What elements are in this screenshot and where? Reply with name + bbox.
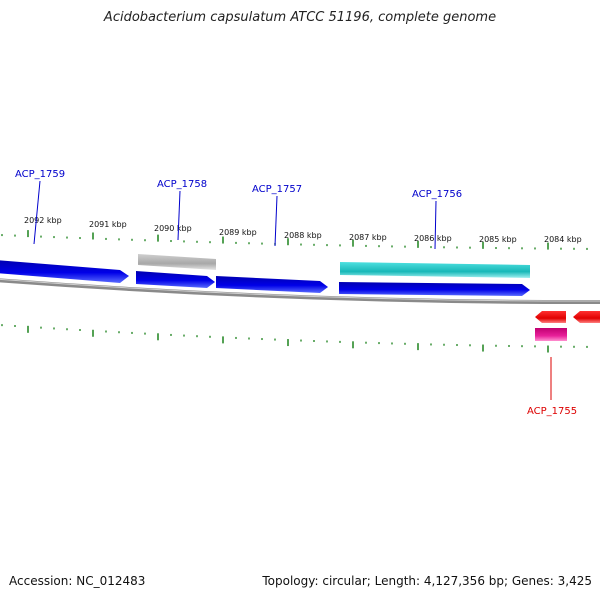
gene-label-acp-1757[interactable]: ACP_1757 — [252, 184, 302, 195]
accession-text: Accession: NC_012483 — [9, 574, 146, 588]
gene-label-acp-1758[interactable]: ACP_1758 — [157, 179, 207, 190]
cds-arrow-acp-1758[interactable] — [136, 271, 215, 288]
scale-label: 2084 kbp — [544, 235, 582, 244]
cds-arrow-acp-1759[interactable] — [0, 260, 129, 283]
leader-line-acp-1758 — [177, 190, 181, 241]
gene-feature-cyan[interactable] — [340, 262, 530, 278]
leader-line-acp-1757 — [274, 195, 278, 247]
leader-line-acp-1756 — [434, 200, 437, 250]
map-title: Acidobacterium capsulatum ATCC 51196, co… — [103, 10, 497, 25]
scale-label: 2087 kbp — [349, 233, 387, 242]
genome-summary-text: Topology: circular; Length: 4,127,356 bp… — [262, 574, 592, 588]
cds-arrow-acp-1756[interactable] — [339, 282, 530, 296]
leader-line-acp-1759 — [33, 180, 41, 245]
scale-label: 2086 kbp — [414, 234, 452, 243]
scale-ticks-bottom — [1, 324, 588, 353]
gene-label-acp-1756[interactable]: ACP_1756 — [412, 189, 462, 200]
scale-label: 2088 kbp — [284, 231, 322, 240]
scale-label: 2092 kbp — [24, 216, 62, 225]
cds-arrow-acp-1755[interactable] — [535, 311, 566, 323]
scale-label: 2090 kbp — [154, 224, 192, 233]
gene-label-acp-1755[interactable]: ACP_1755 — [527, 406, 577, 417]
gene-feature-gray[interactable] — [138, 254, 216, 270]
cds-arrow-reverse-partial[interactable] — [573, 311, 600, 323]
scale-label: 2091 kbp — [89, 220, 127, 229]
gene-label-acp-1759[interactable]: ACP_1759 — [15, 169, 65, 180]
scale-label: 2089 kbp — [219, 228, 257, 237]
genome-backbone-highlight — [0, 278, 600, 302]
scale-label: 2085 kbp — [479, 235, 517, 244]
genome-backbone — [0, 278, 600, 305]
gene-feature-magenta[interactable] — [535, 328, 567, 341]
cds-arrow-acp-1757[interactable] — [216, 276, 328, 293]
scale-labels: 2092 kbp 2091 kbp 2090 kbp 2089 kbp 2088… — [24, 216, 582, 244]
